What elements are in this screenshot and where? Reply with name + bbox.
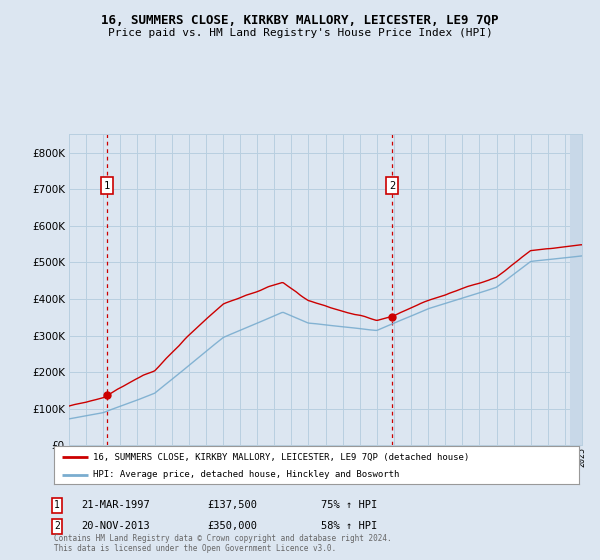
Text: £137,500: £137,500 [207,500,257,510]
Text: 1: 1 [104,180,110,190]
Text: 2: 2 [54,521,60,531]
Text: 1: 1 [54,500,60,510]
Text: Contains HM Land Registry data © Crown copyright and database right 2024.
This d: Contains HM Land Registry data © Crown c… [54,534,392,553]
Text: HPI: Average price, detached house, Hinckley and Bosworth: HPI: Average price, detached house, Hinc… [94,470,400,479]
Text: £350,000: £350,000 [207,521,257,531]
Text: Price paid vs. HM Land Registry's House Price Index (HPI): Price paid vs. HM Land Registry's House … [107,28,493,38]
Bar [570,134,582,445]
Text: 16, SUMMERS CLOSE, KIRKBY MALLORY, LEICESTER, LE9 7QP (detached house): 16, SUMMERS CLOSE, KIRKBY MALLORY, LEICE… [94,452,470,461]
Text: 21-MAR-1997: 21-MAR-1997 [81,500,150,510]
Text: 75% ↑ HPI: 75% ↑ HPI [321,500,377,510]
Text: 58% ↑ HPI: 58% ↑ HPI [321,521,377,531]
Text: 2: 2 [389,180,395,190]
Text: 20-NOV-2013: 20-NOV-2013 [81,521,150,531]
Text: 16, SUMMERS CLOSE, KIRKBY MALLORY, LEICESTER, LE9 7QP: 16, SUMMERS CLOSE, KIRKBY MALLORY, LEICE… [101,14,499,27]
